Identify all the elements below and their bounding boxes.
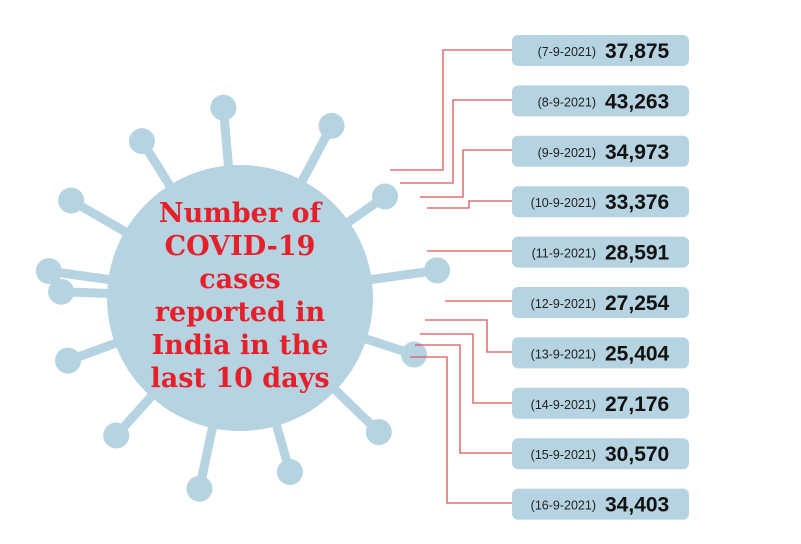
leader-line bbox=[400, 99, 512, 184]
virus-spike-tip bbox=[35, 258, 62, 285]
virus-spike-tip bbox=[58, 187, 85, 214]
virus-spike-tip bbox=[128, 128, 155, 155]
title-line-2: COVID-19 bbox=[165, 231, 316, 262]
case-row: (16-9-2021) 34,403 bbox=[512, 488, 689, 520]
leader-line bbox=[420, 333, 512, 404]
case-box bbox=[512, 135, 689, 167]
case-row: (13-9-2021) 25,404 bbox=[512, 337, 689, 369]
case-count: 25,404 bbox=[605, 342, 670, 365]
date-label: (10-9-2021) bbox=[531, 196, 596, 210]
case-count: 30,570 bbox=[605, 443, 669, 466]
virus-spike-tip bbox=[401, 341, 428, 368]
virus-spike-tip bbox=[276, 458, 303, 485]
daily-case-list: (7-9-2021) 37,875 (8-9-2021) 43,263 (9-9-202… bbox=[512, 35, 689, 520]
leader-lines bbox=[390, 49, 512, 504]
case-box bbox=[512, 287, 689, 318]
case-row: (11-9-2021) 28,591 bbox=[512, 236, 689, 268]
leader-line bbox=[415, 344, 512, 454]
case-box bbox=[512, 236, 689, 268]
case-box bbox=[512, 488, 689, 520]
case-row: (10-9-2021) 33,376 bbox=[512, 186, 689, 218]
virus-spike-tip bbox=[365, 419, 392, 446]
title-line-4: reported in bbox=[155, 297, 326, 328]
virus-spike-tip bbox=[318, 112, 345, 139]
virus-spike-tip bbox=[210, 94, 237, 121]
case-box bbox=[512, 337, 689, 369]
title-line-5: India in the bbox=[152, 330, 329, 361]
virus-spike-tip bbox=[186, 475, 213, 502]
leader-line bbox=[390, 49, 512, 171]
case-box bbox=[512, 387, 689, 419]
chart-title: Number of COVID-19 cases reported in Ind… bbox=[150, 198, 329, 394]
case-row: (7-9-2021) 37,875 bbox=[512, 35, 689, 66]
case-row: (14-9-2021) 27,176 bbox=[512, 387, 689, 419]
case-row: (9-9-2021) 34,973 bbox=[512, 135, 689, 167]
case-count: 34,973 bbox=[605, 141, 669, 164]
title-line-1: Number of bbox=[159, 198, 324, 229]
virus-spike-tip bbox=[103, 422, 130, 449]
leader-line bbox=[425, 319, 512, 353]
virus-illustration bbox=[35, 94, 451, 502]
case-row: (8-9-2021) 43,263 bbox=[512, 85, 689, 117]
case-count: 37,875 bbox=[605, 40, 670, 63]
date-label: (9-9-2021) bbox=[538, 146, 596, 160]
virus-spike-tip bbox=[48, 278, 75, 305]
date-label: (7-9-2021) bbox=[538, 45, 596, 59]
date-label: (14-9-2021) bbox=[531, 398, 596, 412]
leader-line bbox=[427, 200, 512, 209]
case-count: 27,176 bbox=[605, 393, 669, 416]
case-row: (15-9-2021) 30,570 bbox=[512, 438, 689, 470]
case-box bbox=[512, 35, 689, 66]
leader-line bbox=[410, 356, 512, 504]
date-label: (8-9-2021) bbox=[538, 95, 596, 109]
case-count: 43,263 bbox=[605, 90, 669, 113]
case-count: 28,591 bbox=[605, 242, 670, 265]
date-label: (13-9-2021) bbox=[531, 347, 596, 361]
case-count: 34,403 bbox=[605, 494, 669, 517]
date-label: (16-9-2021) bbox=[531, 499, 596, 513]
case-box bbox=[512, 85, 689, 117]
case-row: (12-9-2021) 27,254 bbox=[512, 287, 689, 318]
leader-line bbox=[420, 149, 512, 198]
case-box bbox=[512, 438, 689, 470]
date-label: (11-9-2021) bbox=[532, 247, 596, 261]
case-box bbox=[512, 186, 689, 218]
case-count: 33,376 bbox=[605, 191, 669, 214]
title-line-6: last 10 days bbox=[150, 363, 329, 394]
virus-body bbox=[107, 165, 373, 431]
virus-spike-tip bbox=[55, 347, 82, 374]
title-line-3: cases bbox=[199, 264, 281, 295]
virus-spike-tip bbox=[371, 183, 398, 210]
virus-spike-tip bbox=[424, 257, 451, 284]
date-label: (15-9-2021) bbox=[531, 448, 596, 462]
case-count: 27,254 bbox=[605, 292, 670, 315]
date-label: (12-9-2021) bbox=[531, 297, 596, 311]
